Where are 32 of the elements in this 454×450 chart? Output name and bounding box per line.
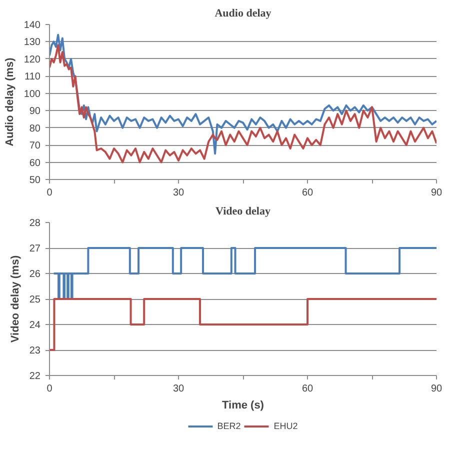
y-tick-label: 130	[24, 37, 41, 48]
x-tick-label: 60	[302, 188, 314, 198]
legend-label: EHU2	[274, 421, 298, 431]
x-tick-label: 90	[430, 188, 442, 198]
y-tick-label: 23	[29, 346, 41, 356]
x-tick-label: 30	[172, 384, 184, 394]
chart-title: Video delay	[216, 206, 271, 218]
y-tick-label: 100	[24, 88, 41, 100]
y-tick-label: 90	[29, 106, 41, 118]
x-axis-title: Time (s)	[222, 400, 264, 412]
x-tick-label: 60	[302, 384, 314, 394]
x-tick-label: 30	[172, 188, 184, 198]
y-tick-label: 22	[29, 371, 41, 382]
y-tick-label: 60	[29, 158, 41, 169]
y-tick-label: 80	[29, 123, 41, 134]
y-tick-label: 50	[29, 175, 41, 186]
x-tick-label: 90	[430, 384, 442, 394]
x-tick-label: 0	[46, 384, 53, 394]
x-tick-label: 0	[46, 188, 53, 198]
y-tick-label: 26	[29, 269, 41, 280]
y-tick-label: 110	[24, 72, 41, 83]
y-tick-label: 25	[29, 294, 41, 306]
y-axis-title: Video delay (ms)	[9, 255, 22, 343]
chart-title: Audio delay	[214, 8, 272, 20]
y-tick-label: 24	[29, 320, 41, 331]
y-tick-label: 120	[24, 54, 41, 66]
y-tick-label: 140	[24, 20, 41, 31]
y-tick-label: 28	[29, 218, 41, 229]
y-tick-label: 27	[29, 244, 41, 254]
legend-label: BER2	[217, 421, 241, 431]
y-axis-title: Audio delay (ms)	[4, 57, 16, 146]
y-tick-label: 70	[29, 140, 41, 152]
